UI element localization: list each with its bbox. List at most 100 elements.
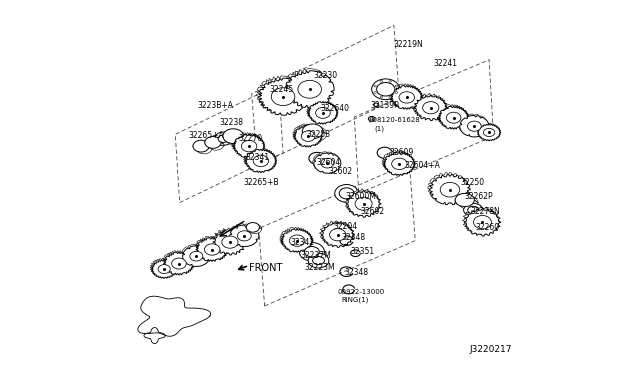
- Ellipse shape: [372, 79, 400, 100]
- Ellipse shape: [445, 110, 460, 122]
- Polygon shape: [464, 208, 501, 236]
- Ellipse shape: [422, 102, 439, 114]
- Ellipse shape: [223, 129, 244, 144]
- Text: 32604: 32604: [316, 157, 340, 167]
- Polygon shape: [164, 252, 195, 275]
- Ellipse shape: [374, 103, 379, 106]
- Polygon shape: [233, 134, 265, 158]
- Polygon shape: [154, 224, 255, 275]
- Ellipse shape: [369, 116, 375, 121]
- Ellipse shape: [241, 141, 257, 152]
- Text: 32250: 32250: [460, 178, 484, 187]
- Ellipse shape: [189, 250, 202, 260]
- Ellipse shape: [298, 80, 321, 98]
- Polygon shape: [477, 124, 501, 141]
- Ellipse shape: [339, 188, 354, 199]
- Ellipse shape: [289, 235, 305, 246]
- Text: 32245: 32245: [269, 85, 294, 94]
- Polygon shape: [383, 152, 415, 176]
- Polygon shape: [285, 71, 334, 108]
- Ellipse shape: [193, 140, 209, 152]
- Polygon shape: [292, 124, 321, 146]
- Polygon shape: [321, 222, 355, 247]
- Ellipse shape: [380, 96, 383, 98]
- Ellipse shape: [204, 244, 220, 255]
- Ellipse shape: [227, 131, 247, 146]
- Text: 32230: 32230: [314, 71, 337, 80]
- Ellipse shape: [172, 258, 186, 269]
- Ellipse shape: [312, 257, 324, 264]
- Ellipse shape: [252, 154, 267, 165]
- Polygon shape: [181, 244, 209, 265]
- Ellipse shape: [466, 120, 480, 130]
- Polygon shape: [430, 174, 470, 205]
- Ellipse shape: [253, 155, 269, 167]
- Ellipse shape: [390, 157, 406, 168]
- Text: 32219N: 32219N: [394, 41, 424, 49]
- Ellipse shape: [399, 92, 415, 103]
- Ellipse shape: [158, 264, 170, 273]
- Text: 32265+B: 32265+B: [243, 178, 279, 187]
- Ellipse shape: [208, 138, 224, 150]
- Text: 32139P: 32139P: [371, 101, 399, 110]
- Text: 32609: 32609: [389, 148, 413, 157]
- Ellipse shape: [392, 158, 407, 170]
- Ellipse shape: [190, 251, 203, 261]
- Text: 3223B+A: 3223B+A: [197, 102, 234, 110]
- Polygon shape: [438, 106, 469, 129]
- Text: 32262P: 32262P: [465, 192, 493, 201]
- Polygon shape: [212, 229, 247, 255]
- Text: 32270: 32270: [238, 134, 262, 143]
- Text: (1): (1): [374, 125, 385, 132]
- Polygon shape: [462, 206, 499, 234]
- Polygon shape: [163, 251, 193, 274]
- Polygon shape: [281, 229, 313, 253]
- Ellipse shape: [296, 78, 319, 96]
- Polygon shape: [230, 225, 259, 247]
- Polygon shape: [428, 173, 468, 203]
- Text: RING(1): RING(1): [341, 296, 369, 303]
- Polygon shape: [196, 237, 228, 262]
- Ellipse shape: [205, 137, 221, 148]
- Text: µ08120-61628: µ08120-61628: [368, 117, 420, 123]
- Ellipse shape: [214, 132, 232, 145]
- Ellipse shape: [300, 243, 324, 261]
- Polygon shape: [150, 258, 176, 277]
- Ellipse shape: [316, 108, 330, 118]
- Polygon shape: [436, 105, 468, 128]
- Polygon shape: [344, 189, 380, 215]
- Text: 32223M: 32223M: [305, 263, 335, 272]
- Ellipse shape: [463, 203, 483, 217]
- Ellipse shape: [302, 124, 323, 139]
- Text: 32237M: 32237M: [301, 251, 332, 260]
- Text: 32600M: 32600M: [345, 192, 376, 201]
- Text: 32241: 32241: [434, 59, 458, 68]
- Ellipse shape: [483, 128, 495, 137]
- Polygon shape: [390, 86, 423, 109]
- Ellipse shape: [301, 131, 315, 141]
- Text: 32348: 32348: [344, 268, 368, 277]
- Polygon shape: [245, 149, 277, 173]
- Ellipse shape: [397, 90, 413, 102]
- Text: J3220217: J3220217: [469, 345, 511, 354]
- Ellipse shape: [157, 263, 169, 272]
- Text: 32341: 32341: [245, 153, 269, 162]
- Polygon shape: [378, 87, 492, 139]
- Polygon shape: [151, 260, 177, 279]
- Ellipse shape: [395, 85, 397, 87]
- Polygon shape: [382, 150, 414, 174]
- Ellipse shape: [467, 121, 481, 131]
- Ellipse shape: [455, 193, 474, 207]
- Ellipse shape: [353, 196, 371, 209]
- Text: 322640: 322640: [320, 104, 349, 113]
- Ellipse shape: [320, 157, 333, 167]
- Ellipse shape: [328, 227, 344, 239]
- Polygon shape: [346, 190, 381, 217]
- Ellipse shape: [389, 96, 392, 98]
- Polygon shape: [389, 84, 422, 108]
- Ellipse shape: [438, 180, 458, 195]
- Ellipse shape: [321, 158, 334, 168]
- Polygon shape: [211, 228, 246, 254]
- Ellipse shape: [421, 100, 437, 112]
- Ellipse shape: [269, 86, 293, 103]
